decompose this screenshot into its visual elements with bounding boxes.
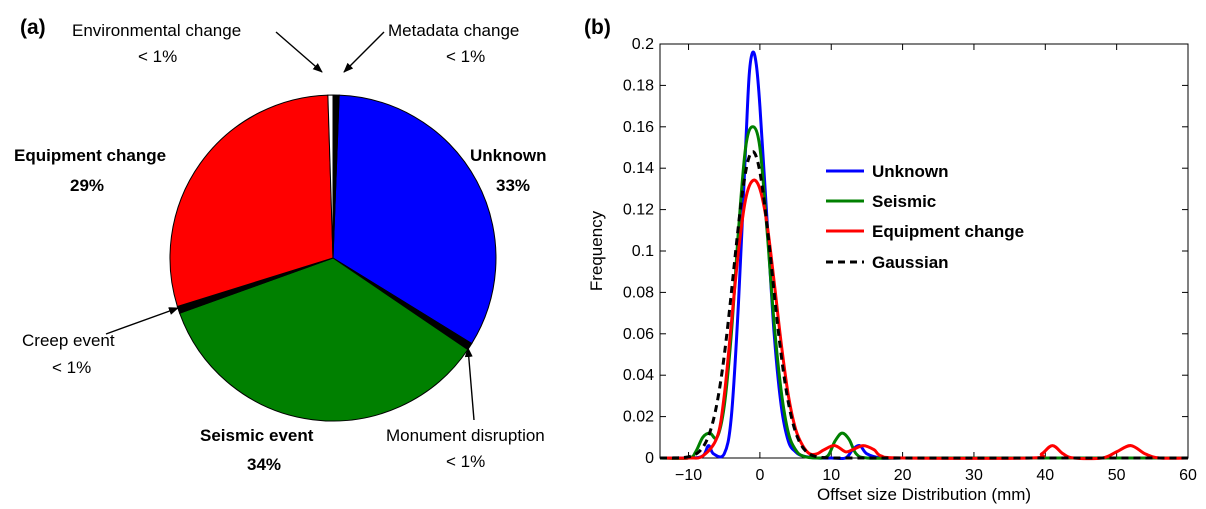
legend-label-equipment-change: Equipment change: [872, 222, 1024, 241]
label-metadata-change: Metadata change: [388, 21, 519, 40]
x-tick-label: 50: [1108, 467, 1126, 484]
percent-metadata-change: < 1%: [446, 47, 485, 66]
pie-slice-unknown: [332, 94, 497, 345]
x-tick-label: −10: [675, 467, 702, 484]
legend-label-seismic: Seismic: [872, 192, 936, 211]
x-tick-label: 20: [894, 467, 912, 484]
y-axis-title: Frequency: [587, 210, 606, 291]
pie-chart: [169, 94, 497, 422]
x-tick-label: 0: [755, 467, 764, 484]
x-axis-title: Offset size Distribution (mm): [817, 485, 1031, 504]
legend-label-unknown: Unknown: [872, 162, 949, 181]
y-tick-label: 0.08: [623, 284, 654, 301]
y-tick-label: 0.16: [623, 119, 654, 136]
series-line-gaussian: [659, 150, 1188, 460]
pie-slice-metadata-change: [332, 94, 340, 259]
y-tick-label: 0.14: [623, 160, 654, 177]
pie-slice-equipment-change: [169, 94, 334, 308]
label-monument-disruption: Monument disruption: [386, 426, 545, 445]
label-environmental-change: Environmental change: [72, 21, 241, 40]
legend-label-gaussian: Gaussian: [872, 253, 949, 272]
y-tick-label: 0.04: [623, 367, 654, 384]
percent-monument-disruption: < 1%: [446, 452, 485, 471]
percent-unknown: 33%: [496, 176, 530, 195]
y-tick-label: 0: [645, 450, 654, 467]
y-tick-label: 0.02: [623, 409, 654, 426]
y-tick-label: 0.18: [623, 77, 654, 94]
panel-label-b: (b): [584, 16, 611, 39]
x-tick-label: 10: [822, 467, 840, 484]
pie-slice-seismic-event: [178, 257, 469, 422]
x-tick-label: 30: [965, 467, 983, 484]
y-axis: 0 0.02 0.04 0.06 0.08 0.1 0.12 0.14 0.16 0.18 0.2: [623, 36, 1188, 467]
percent-creep-event: < 1%: [52, 358, 91, 377]
panel-label-a: (a): [20, 16, 46, 39]
x-tick-label: 40: [1036, 467, 1054, 484]
percent-environmental-change: < 1%: [138, 47, 177, 66]
y-tick-label: 0.1: [632, 243, 654, 260]
x-tick-label: 60: [1179, 467, 1197, 484]
arrow-metadata-change: [343, 31, 385, 73]
y-tick-label: 0.12: [623, 202, 654, 219]
percent-equipment-change: 29%: [70, 176, 104, 195]
label-creep-event: Creep event: [22, 331, 115, 350]
percent-seismic-event: 34%: [247, 455, 281, 474]
arrow-creep-event: [105, 307, 179, 335]
legend: Unknown Seismic Equipment change Gaussia…: [826, 162, 1024, 272]
x-axis: −10 0 10 20 30 40 50 60: [675, 44, 1197, 484]
y-tick-label: 0.06: [623, 326, 654, 343]
arrow-monument-disruption: [464, 347, 475, 421]
label-unknown: Unknown: [470, 146, 547, 165]
arrow-environmental-change: [275, 31, 323, 73]
label-equipment-change: Equipment change: [14, 146, 166, 165]
series-lines: [659, 50, 1189, 461]
y-tick-label: 0.2: [632, 36, 654, 53]
label-seismic-event: Seismic event: [200, 426, 314, 445]
